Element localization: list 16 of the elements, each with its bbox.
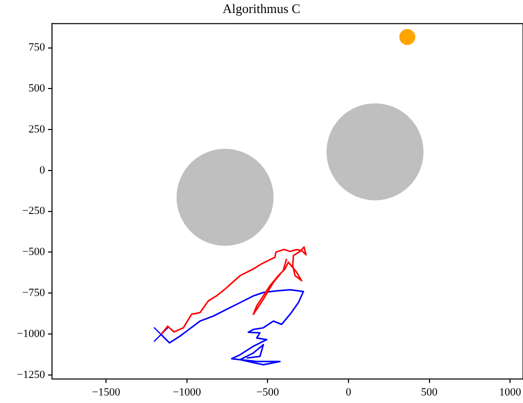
y-tick-label: −250 <box>22 205 46 218</box>
y-tick-label: −1000 <box>16 328 46 340</box>
y-tick-label: 750 <box>28 42 46 54</box>
x-tick-label: 0 <box>346 386 352 398</box>
x-tick-label: −500 <box>256 386 280 398</box>
y-tick-label: −1250 <box>16 368 46 381</box>
x-tick-label: 500 <box>421 386 438 398</box>
x-tick-label: −1000 <box>172 386 202 398</box>
chart-title: Algorithmus C <box>222 1 300 16</box>
x-tick-label: −1500 <box>92 386 121 398</box>
y-tick-label: 0 <box>40 164 46 176</box>
x-tick-label: 1000 <box>499 386 522 398</box>
y-tick-label: 500 <box>28 82 46 95</box>
y-tick-label: 250 <box>28 123 46 136</box>
y-tick-label: −500 <box>22 246 46 258</box>
y-tick-label: −750 <box>22 287 46 300</box>
